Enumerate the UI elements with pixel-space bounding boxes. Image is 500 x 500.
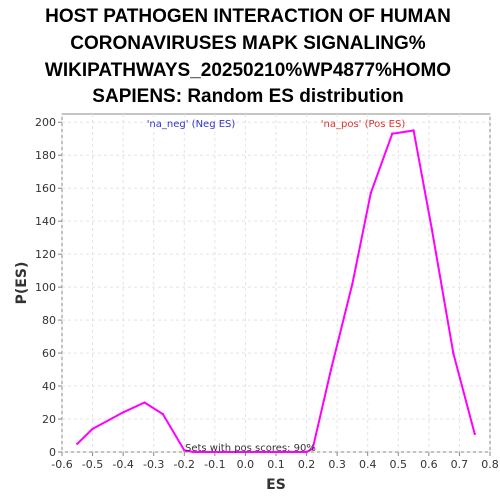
data-point xyxy=(161,412,165,416)
title-line-3: WIKIPATHWAYS_20250210%WP4877%HOMO xyxy=(45,60,451,81)
data-point xyxy=(192,450,195,454)
y-tick-label: 120 xyxy=(35,248,56,261)
axis-ticks xyxy=(58,121,491,456)
x-tick-label: 0.4 xyxy=(359,458,377,471)
x-tick-label: 0.5 xyxy=(390,458,408,471)
y-axis-label: P(ES) xyxy=(14,262,30,305)
x-tick-label: 0.0 xyxy=(237,458,255,471)
y-tick-label: 100 xyxy=(35,281,56,294)
x-axis-label: ES xyxy=(266,477,286,493)
data-point xyxy=(329,368,333,371)
y-tick-label: 140 xyxy=(35,215,56,228)
data-point xyxy=(311,447,314,450)
title-line-1: HOST PATHOGEN INTERACTION OF HUMAN xyxy=(45,6,451,27)
data-point xyxy=(244,450,247,454)
data-point xyxy=(430,228,434,231)
pos-es-annotation: 'na_pos' (Pos ES) xyxy=(321,119,406,130)
data-point xyxy=(305,450,308,454)
y-tick-label: 180 xyxy=(35,149,56,162)
data-point xyxy=(369,191,372,195)
data-point xyxy=(91,427,94,431)
data-point xyxy=(452,351,455,355)
x-tick-label: 0.6 xyxy=(420,458,438,471)
x-tick-label: 0.3 xyxy=(328,458,346,471)
y-tick-label: 0 xyxy=(49,446,56,459)
series-layer xyxy=(76,129,476,454)
y-tick-labels: 0 20 40 60 80 100 120 140 160 180 200 xyxy=(35,116,56,459)
data-point xyxy=(121,411,125,414)
y-tick-label: 20 xyxy=(42,413,56,426)
x-tick-label: 0.1 xyxy=(267,458,285,471)
data-point xyxy=(473,432,476,436)
data-point xyxy=(143,401,146,404)
y-tick-label: 80 xyxy=(42,314,56,327)
pos-scores-annotation: Sets with pos scores: 90% xyxy=(185,443,316,454)
x-tick-label: -0.5 xyxy=(82,458,103,471)
x-tick-label: 0.2 xyxy=(298,458,316,471)
y-tick-label: 40 xyxy=(42,380,56,393)
data-point xyxy=(290,450,293,454)
data-point xyxy=(183,449,186,452)
x-tick-labels: -0.6 -0.5 -0.4 -0.3 -0.2 -0.1 0.0 0.1 0.2 0.3 0.4 0… xyxy=(51,458,498,471)
x-tick-label: -0.6 xyxy=(51,458,72,471)
data-point xyxy=(390,132,394,135)
chart-title: HOST PATHOGEN INTERACTION OF HUMAN CORON… xyxy=(45,6,451,107)
y-tick-label: 60 xyxy=(42,347,56,360)
x-tick-label: -0.2 xyxy=(174,458,195,471)
y-tick-label: 160 xyxy=(35,182,56,195)
data-point xyxy=(76,442,79,445)
title-line-2: CORONAVIRUSES MAPK SIGNALING% xyxy=(70,33,426,54)
x-tick-label: 0.7 xyxy=(451,458,469,471)
x-tick-label: -0.1 xyxy=(204,458,225,471)
y-tick-label: 200 xyxy=(35,116,56,129)
data-point xyxy=(412,129,415,132)
data-point xyxy=(351,282,354,286)
title-line-4: SAPIENS: Random ES distribution xyxy=(92,86,403,107)
x-tick-label: -0.3 xyxy=(143,458,164,471)
neg-es-annotation: 'na_neg' (Neg ES) xyxy=(147,119,236,130)
x-tick-label: 0.8 xyxy=(481,458,499,471)
x-tick-label: -0.4 xyxy=(112,458,133,471)
grid xyxy=(61,114,491,453)
